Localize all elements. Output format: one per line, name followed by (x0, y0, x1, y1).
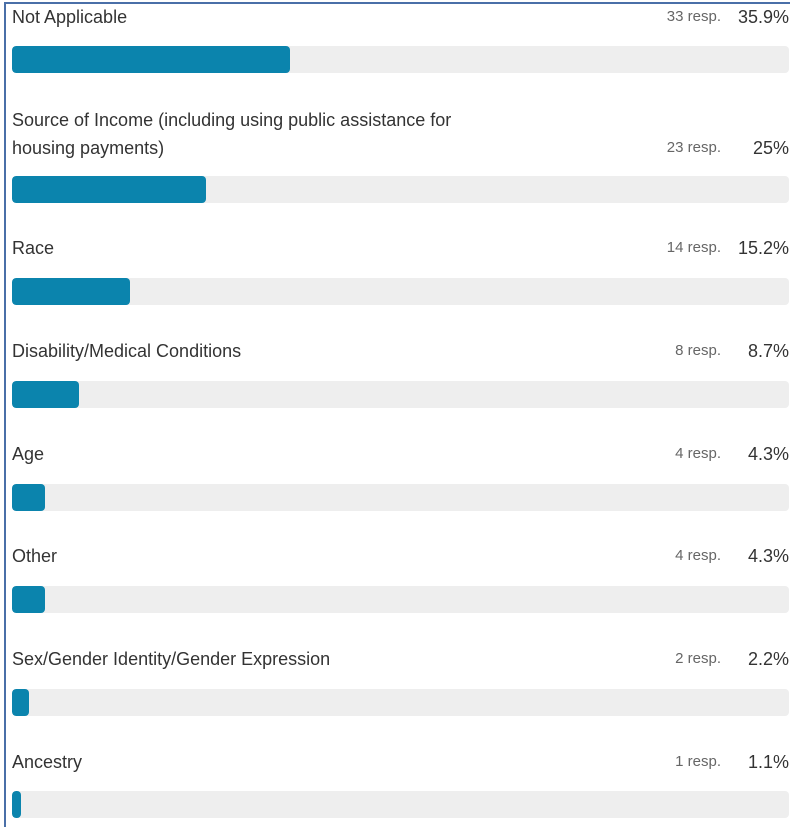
option-label: Not Applicable (12, 7, 128, 27)
bar-fill (12, 484, 45, 511)
option-label: Race (12, 238, 55, 258)
percent-value: 25% (752, 138, 789, 158)
bar-track (12, 278, 789, 305)
bar-track (12, 46, 789, 73)
response-count: 23 resp. (666, 139, 721, 156)
response-count: 8 resp. (675, 342, 721, 359)
bar-fill (12, 791, 21, 818)
response-count: 33 resp. (666, 8, 721, 25)
bar-track (12, 381, 789, 408)
percent-value: 2.2% (747, 649, 789, 669)
percent-value: 1.1% (747, 752, 789, 772)
percent-value: 35.9% (737, 7, 789, 27)
bar-track (12, 791, 789, 818)
response-count: 2 resp. (675, 650, 721, 667)
bar-fill (12, 381, 79, 408)
bar-fill (12, 586, 45, 613)
bar-fill (12, 689, 29, 716)
option-label: Ancestry (12, 752, 83, 772)
percent-value: 4.3% (747, 444, 789, 464)
option-label: Disability/Medical Conditions (12, 341, 242, 361)
bar-track (12, 484, 789, 511)
option-label: Other (12, 546, 58, 566)
bar-fill (12, 46, 290, 73)
bar-fill (12, 278, 130, 305)
response-count: 4 resp. (675, 445, 721, 462)
response-count: 4 resp. (675, 547, 721, 564)
results-frame (4, 2, 790, 827)
bar-fill (12, 176, 206, 203)
option-label: Age (12, 444, 45, 464)
option-label: Source of Income (including using public… (12, 110, 452, 158)
bar-track (12, 586, 789, 613)
percent-value: 15.2% (737, 238, 789, 258)
bar-track (12, 689, 789, 716)
percent-value: 4.3% (747, 546, 789, 566)
response-count: 1 resp. (675, 753, 721, 770)
bar-track (12, 176, 789, 203)
percent-value: 8.7% (747, 341, 789, 361)
response-count: 14 resp. (666, 239, 721, 256)
option-label: Sex/Gender Identity/Gender Expression (12, 649, 331, 669)
